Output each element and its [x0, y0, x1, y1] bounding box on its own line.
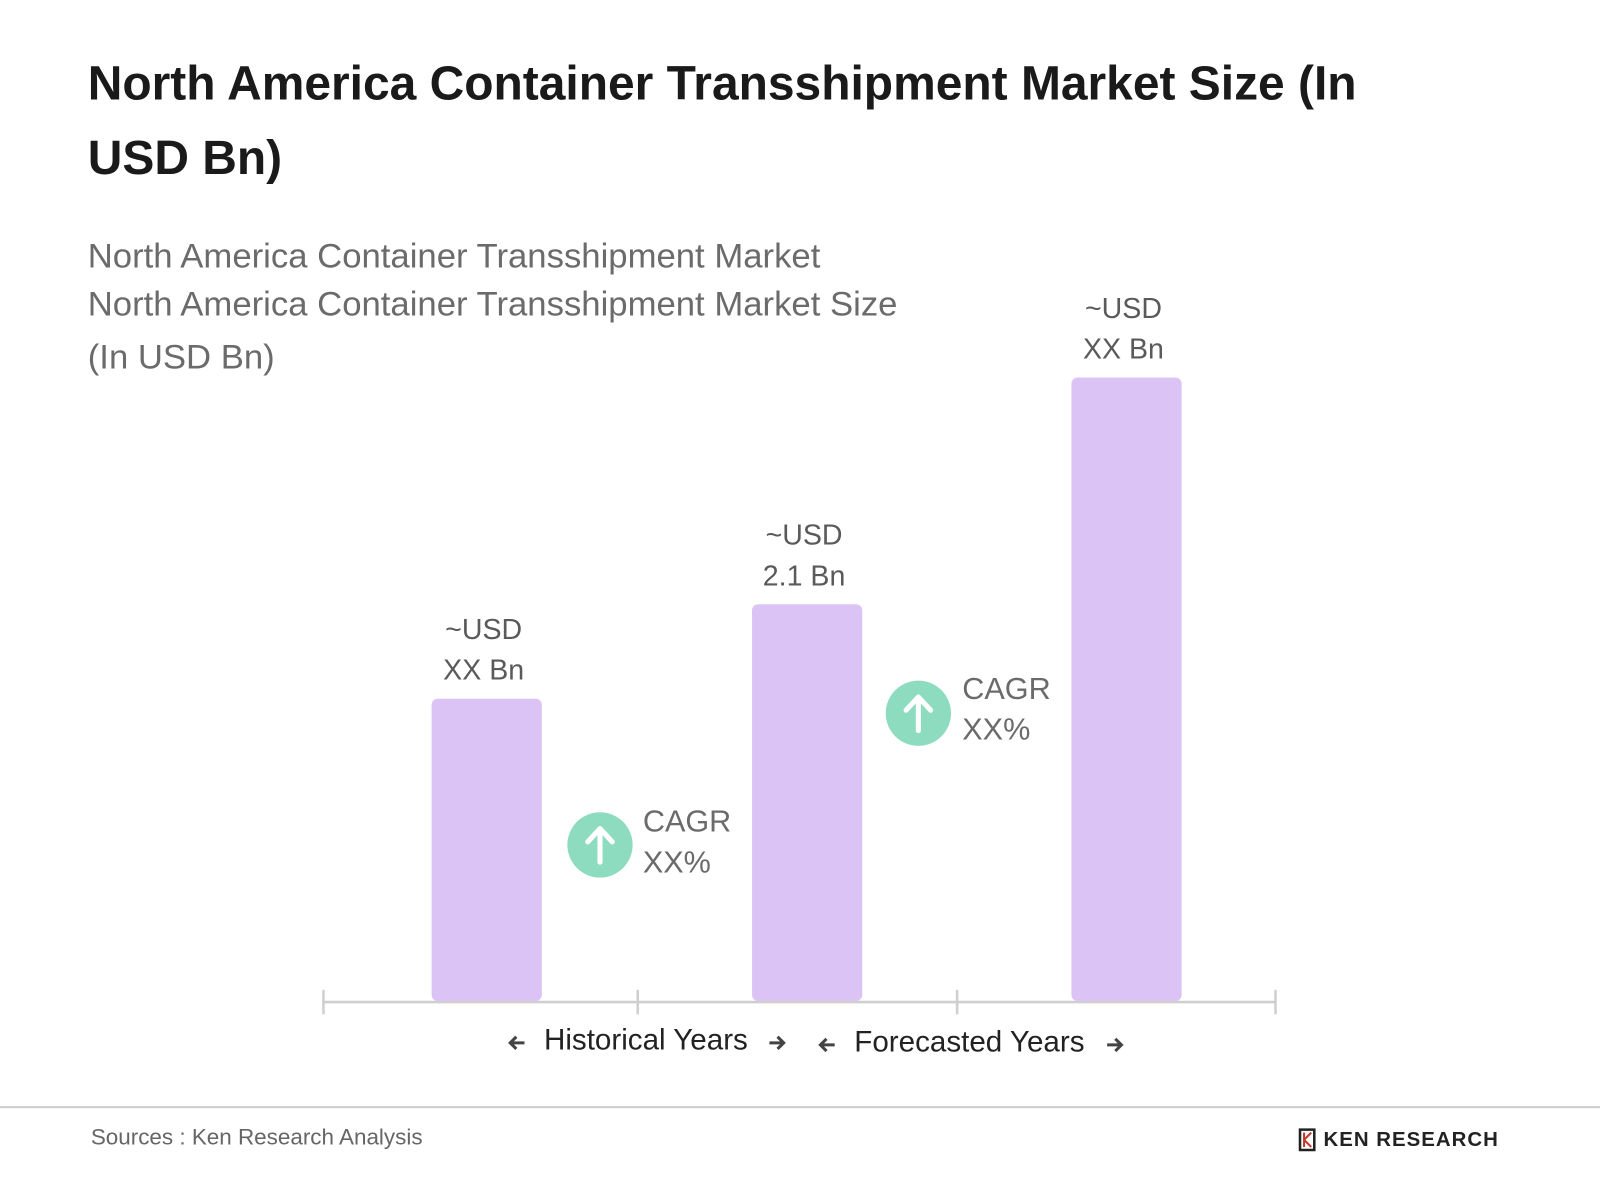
cagr-arrow — [903, 694, 934, 734]
source: Sources : Ken Research Analysis — [91, 1125, 423, 1150]
brand-logo: KEN RESEARCH — [1298, 1128, 1498, 1152]
bar — [431, 698, 542, 1002]
x-axis — [322, 989, 1277, 1015]
value-label: ~USD — [1085, 293, 1162, 325]
subtitle: North America Container Transshipment Ma… — [88, 285, 898, 323]
cagr-label: CAGR — [962, 672, 1050, 706]
section-label: Historical Years — [544, 1024, 748, 1057]
section-label: Forecasted Years — [854, 1026, 1084, 1059]
cagr-arrow — [585, 826, 615, 865]
brand: KEN RESEARCH — [1323, 1129, 1498, 1151]
value-label: 2.1 Bn — [763, 560, 846, 592]
logo-icon — [1298, 1128, 1316, 1152]
chart-title: North America Container Transshipment Ma… — [88, 57, 1357, 110]
value-label: XX Bn — [1083, 334, 1164, 366]
value-label: ~USD — [766, 519, 843, 551]
arrow-left — [508, 1035, 525, 1051]
arrow-left — [818, 1037, 835, 1053]
value-label: XX Bn — [443, 655, 524, 687]
cagr-label: XX% — [962, 713, 1030, 747]
arrow-right — [1107, 1037, 1124, 1053]
cagr-label: XX% — [643, 845, 711, 879]
bar — [752, 604, 863, 1002]
cagr-label: CAGR — [643, 805, 731, 839]
arrow-right — [769, 1035, 786, 1051]
value-label: ~USD — [445, 614, 522, 646]
subtitle: (In USD Bn) — [88, 338, 275, 376]
section-arrows — [508, 1035, 1124, 1053]
subtitle: North America Container Transshipment Ma… — [88, 237, 821, 275]
bar — [1071, 377, 1182, 1002]
logo-icon — [1303, 1131, 1312, 1148]
chart-title: USD Bn) — [88, 132, 282, 185]
